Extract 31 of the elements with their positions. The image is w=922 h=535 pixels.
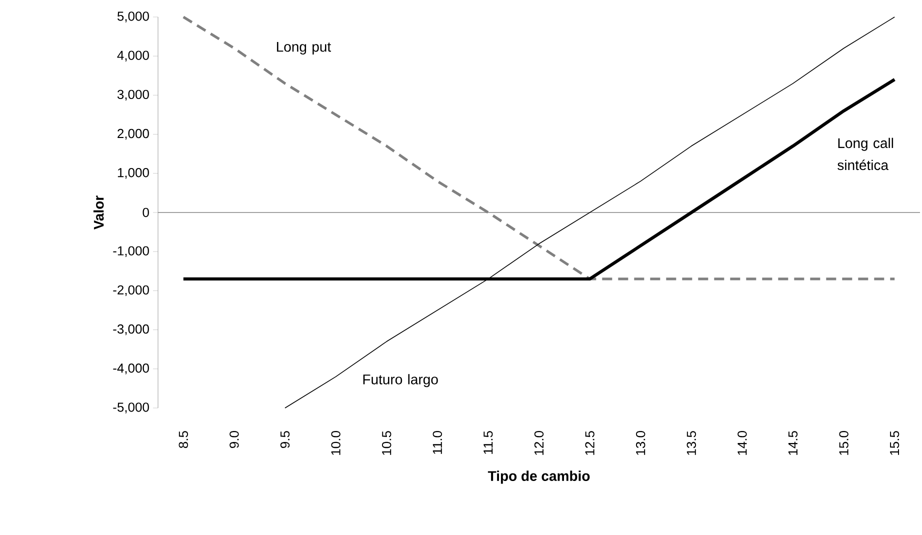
x-tick-label: 14.5 [788,431,798,455]
x-tick-label: 15.0 [839,431,848,455]
x-tick-label: 9.0 [230,431,239,448]
x-tick-label: 9.5 [280,431,290,448]
y-tick-label: -4,000 [113,364,149,374]
y-tick-label: 1,000 [118,168,149,179]
y-tick-label: 3,000 [117,90,149,101]
x-tick-label: 10.5 [382,431,392,455]
y-tick-label: 0 [142,208,149,218]
x-axis-title: Tipo de cambio [488,470,590,484]
y-tick-label: 4,000 [117,50,149,62]
y-tick-label: -2,000 [113,285,149,296]
x-tick-label: 11.5 [484,431,493,454]
x-tick-label: 8.5 [178,431,188,448]
x-tick-label: 13.5 [686,431,696,455]
x-tick-label: 11.0 [432,431,442,454]
x-tick-label: 10.0 [331,431,340,455]
y-axis-title: Valor [93,196,104,230]
y-tick-label: 5,000 [117,12,149,22]
x-tick-label: 14.0 [738,431,747,455]
series-label: Long put [276,42,331,55]
y-tick-label: -3,000 [113,324,149,336]
y-tick-label: -5,000 [113,402,149,414]
x-tick-label: 13.0 [636,431,646,455]
y-tick-label: -1,000 [113,246,149,257]
x-tick-label: 15.5 [890,431,900,455]
series-label: Long call sintética [838,138,894,170]
x-tick-label: 12.0 [534,431,544,455]
series-label: Futuro largo [363,374,438,388]
x-tick-label: 12.5 [585,431,594,455]
y-tick-label: 2,000 [118,128,149,140]
